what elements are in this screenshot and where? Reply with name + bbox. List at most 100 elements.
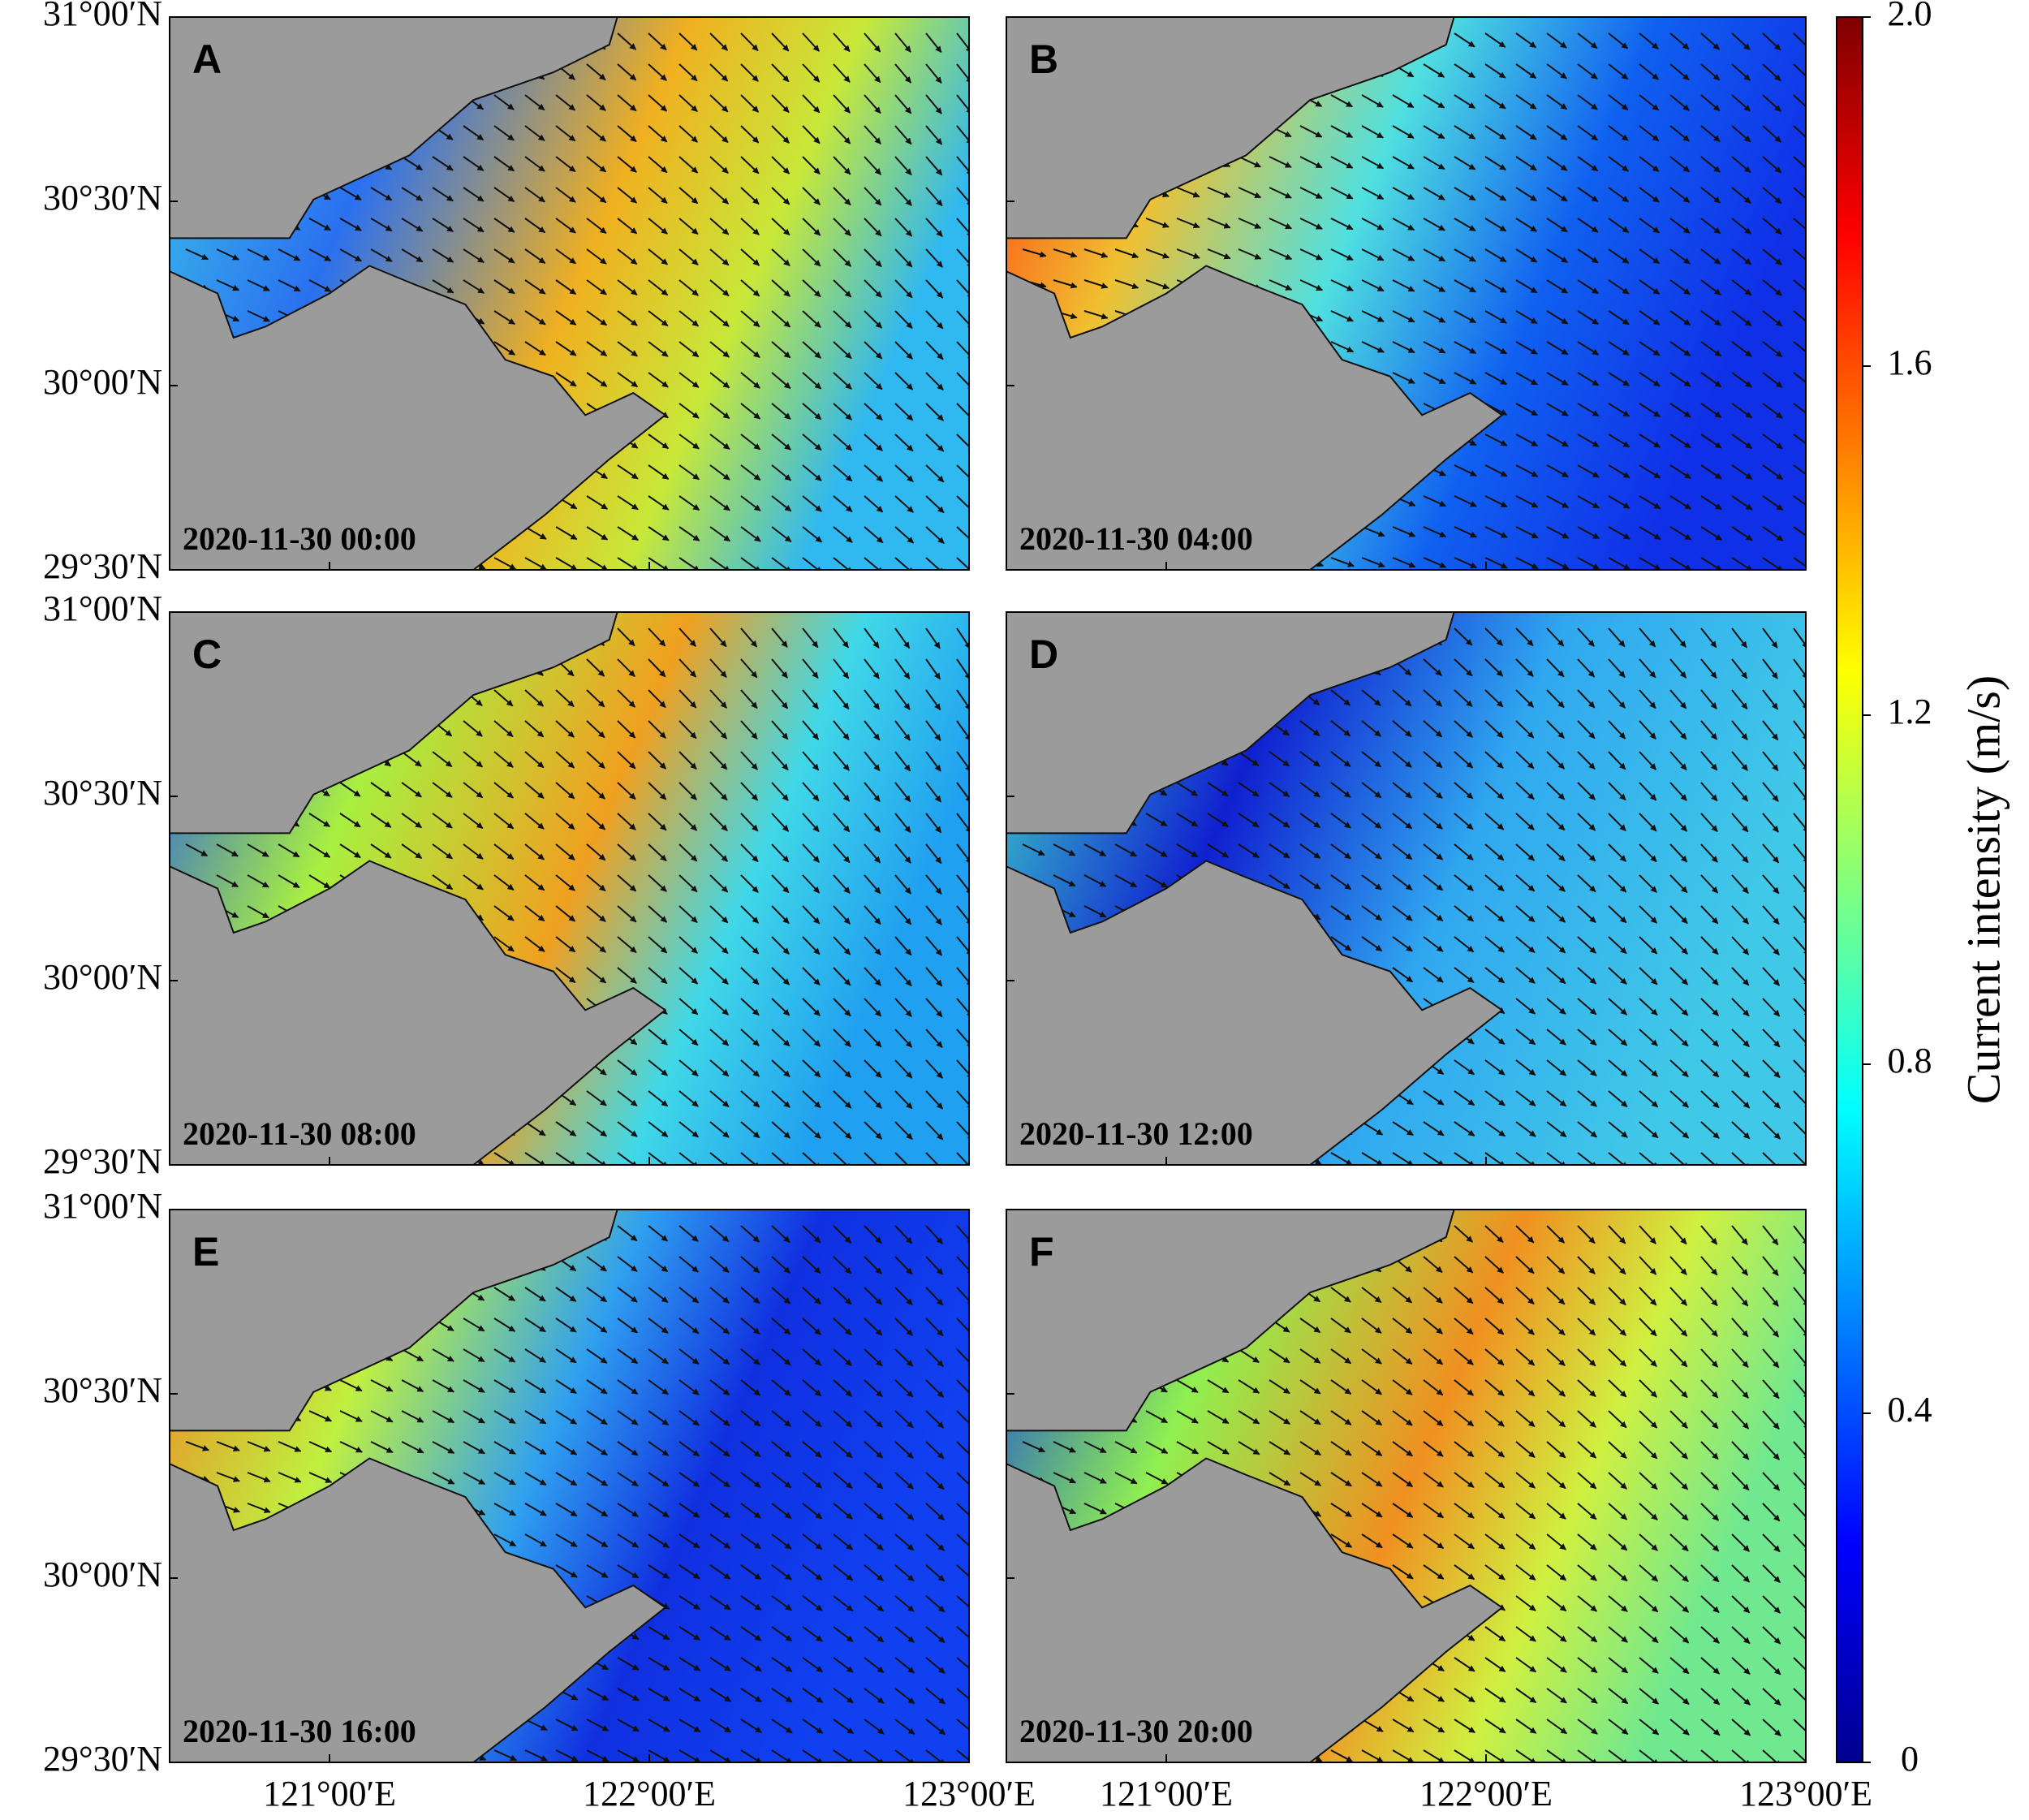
current-arrow xyxy=(1515,125,1537,140)
current-arrow xyxy=(1484,218,1507,232)
current-arrow xyxy=(1762,32,1781,51)
current-arrow xyxy=(956,372,969,391)
current-arrow xyxy=(802,403,822,420)
current-arrow xyxy=(802,557,823,570)
current-arrow xyxy=(802,341,821,359)
current-arrow xyxy=(833,279,852,298)
current-arrow xyxy=(1454,63,1475,79)
current-arrow xyxy=(833,187,851,206)
current-arrow xyxy=(1145,248,1170,259)
current-arrow xyxy=(771,341,791,359)
current-arrow xyxy=(1577,279,1599,295)
current-arrow xyxy=(1608,248,1630,264)
colorbar-tick-label: 1.2 xyxy=(1888,692,1932,731)
current-arrow xyxy=(925,464,945,483)
current-arrow xyxy=(925,187,943,207)
current-arrow xyxy=(1608,63,1629,80)
panel-label: B xyxy=(1029,37,1058,82)
current-arrow xyxy=(524,557,547,570)
current-arrow xyxy=(864,403,883,421)
current-arrow xyxy=(864,32,881,53)
current-arrow xyxy=(1731,218,1751,235)
current-arrow xyxy=(833,341,852,360)
current-arrow xyxy=(1546,187,1568,202)
x-tick-label: 122°00′E xyxy=(1419,1774,1553,1814)
current-arrow xyxy=(1269,218,1293,230)
current-arrow xyxy=(648,187,668,205)
current-arrow xyxy=(524,156,545,172)
current-arrow xyxy=(864,94,881,114)
current-arrow xyxy=(1793,187,1806,205)
current-arrow xyxy=(1577,156,1599,172)
current-arrow xyxy=(1484,156,1506,170)
current-arrow xyxy=(894,341,913,360)
current-arrow xyxy=(740,248,760,266)
panel-label: F xyxy=(1029,1229,1054,1274)
current-arrow xyxy=(771,433,791,451)
timestamp: 2020-11-30 20:00 xyxy=(1019,1713,1253,1749)
current-arrow xyxy=(833,403,853,420)
current-arrow xyxy=(1083,310,1109,320)
current-arrow xyxy=(617,464,639,480)
current-arrow xyxy=(1238,187,1262,199)
current-arrow xyxy=(1114,248,1139,259)
current-arrow xyxy=(709,248,730,266)
current-arrow xyxy=(925,94,942,114)
current-arrow xyxy=(1577,63,1598,80)
current-arrow xyxy=(709,526,731,542)
current-arrow xyxy=(956,557,969,570)
current-arrow xyxy=(1269,187,1292,199)
current-arrow xyxy=(1639,187,1660,203)
current-arrow xyxy=(1454,94,1475,110)
current-arrow xyxy=(1639,32,1659,50)
y-tick-label: 29°30′N xyxy=(43,546,162,586)
current-arrow xyxy=(740,403,760,420)
current-arrow xyxy=(1608,187,1629,203)
current-arrow xyxy=(1299,248,1323,261)
current-arrow xyxy=(1762,125,1782,143)
current-arrow xyxy=(586,557,609,570)
current-arrow xyxy=(555,372,577,387)
current-arrow xyxy=(1392,248,1415,261)
current-arrow xyxy=(740,156,760,175)
current-arrow xyxy=(1484,279,1507,293)
current-arrow xyxy=(401,248,424,263)
current-arrow xyxy=(678,32,698,51)
current-arrow xyxy=(1577,248,1599,264)
current-arrow xyxy=(1423,310,1446,323)
current-arrow xyxy=(524,341,546,356)
current-arrow xyxy=(1361,279,1385,292)
current-arrow xyxy=(1608,156,1629,172)
current-arrow xyxy=(1454,248,1476,262)
map-panel: B 2020-11-30 04:00 xyxy=(1006,16,1807,571)
current-arrow xyxy=(1669,94,1690,111)
current-arrow xyxy=(648,63,667,81)
current-arrow xyxy=(524,526,547,540)
current-arrow xyxy=(617,310,638,326)
current-arrow xyxy=(586,218,607,235)
current-arrow xyxy=(894,310,913,330)
current-arrow xyxy=(432,187,454,202)
current-arrow xyxy=(1700,32,1721,50)
current-arrow xyxy=(1762,63,1781,82)
current-arrow xyxy=(432,218,454,232)
current-arrow xyxy=(1454,32,1475,48)
current-arrow xyxy=(1392,310,1415,323)
current-arrow xyxy=(1423,156,1445,170)
current-arrow xyxy=(1238,218,1262,229)
current-arrow xyxy=(771,495,792,512)
current-arrow xyxy=(370,187,393,201)
current-arrow xyxy=(709,156,729,174)
current-arrow xyxy=(709,464,730,481)
current-arrow xyxy=(802,32,821,52)
current-arrow xyxy=(833,248,852,267)
current-arrow xyxy=(1361,310,1385,322)
current-arrow xyxy=(1700,63,1721,81)
current-arrow xyxy=(1423,94,1445,109)
current-arrow xyxy=(1238,156,1261,168)
current-arrow xyxy=(1083,279,1109,289)
panel-label: E xyxy=(192,1229,219,1274)
current-arrow xyxy=(894,403,914,421)
current-arrow xyxy=(1299,125,1323,138)
current-arrow xyxy=(524,310,546,326)
